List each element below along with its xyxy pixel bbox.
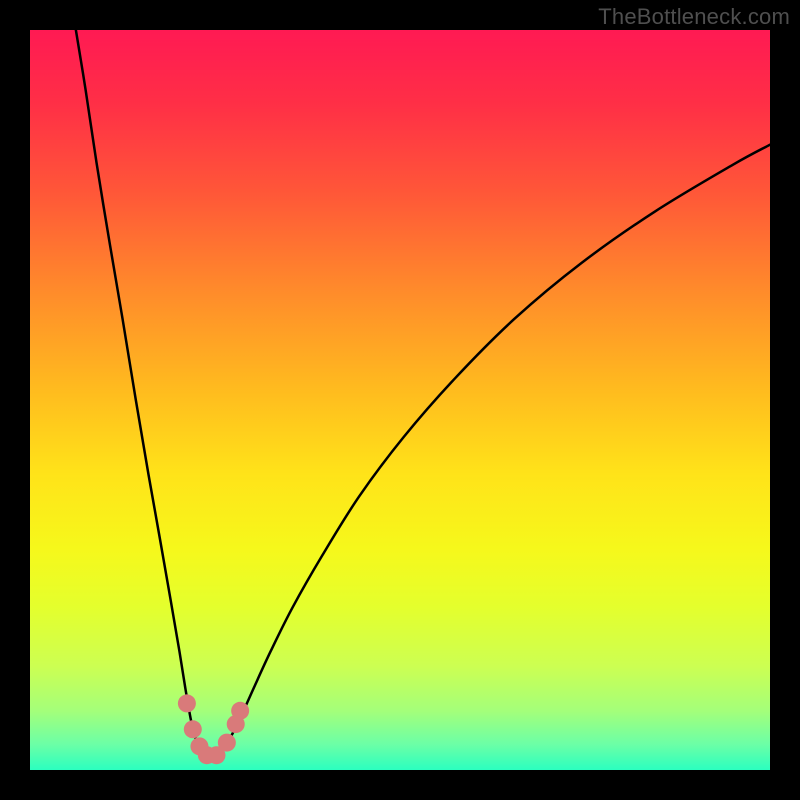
marker-point — [184, 720, 202, 738]
marker-point — [178, 694, 196, 712]
marker-point — [218, 734, 236, 752]
bottleneck-chart — [0, 0, 800, 800]
chart-stage: TheBottleneck.com — [0, 0, 800, 800]
watermark-text: TheBottleneck.com — [598, 4, 790, 30]
plot-background — [30, 30, 770, 770]
marker-point — [231, 702, 249, 720]
